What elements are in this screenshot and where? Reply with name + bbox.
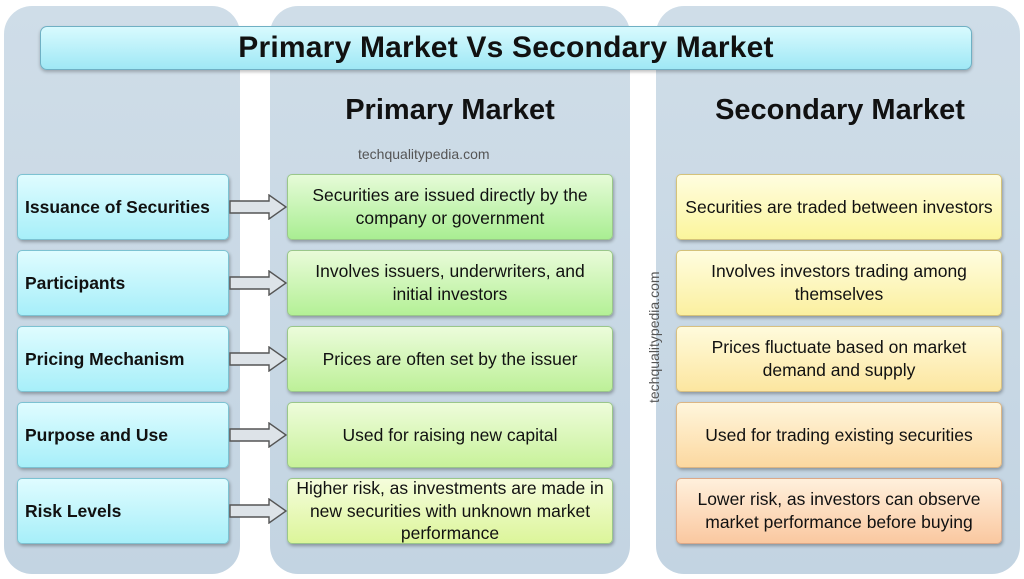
arrow-right-icon	[229, 346, 287, 372]
primary-participants: Involves issuers, underwriters, and init…	[287, 250, 613, 316]
label-issuance-of-securities: Issuance of Securities	[17, 174, 229, 240]
primary-risk-levels: Higher risk, as investments are made in …	[287, 478, 613, 544]
primary-purpose-and-use: Used for raising new capital	[287, 402, 613, 468]
primary-market-heading: Primary Market	[345, 94, 555, 126]
watermark-vertical: techqualitypedia.com	[646, 271, 662, 403]
arrow-right-icon	[229, 270, 287, 296]
secondary-purpose-and-use: Used for trading existing securities	[676, 402, 1002, 468]
secondary-risk-levels: Lower risk, as investors can observe mar…	[676, 478, 1002, 544]
label-risk-levels: Risk Levels	[17, 478, 229, 544]
arrow-right-icon	[229, 498, 287, 524]
arrow-right-icon	[229, 194, 287, 220]
arrow-right-icon	[229, 422, 287, 448]
diagram-title: Primary Market Vs Secondary Market	[40, 26, 972, 70]
secondary-pricing-mechanism: Prices fluctuate based on market demand …	[676, 326, 1002, 392]
label-pricing-mechanism: Pricing Mechanism	[17, 326, 229, 392]
primary-pricing-mechanism: Prices are often set by the issuer	[287, 326, 613, 392]
label-participants: Participants	[17, 250, 229, 316]
label-purpose-and-use: Purpose and Use	[17, 402, 229, 468]
secondary-issuance-of-securities: Securities are traded between investors	[676, 174, 1002, 240]
watermark-top: techqualitypedia.com	[358, 146, 490, 162]
secondary-participants: Involves investors trading among themsel…	[676, 250, 1002, 316]
secondary-market-heading: Secondary Market	[715, 94, 965, 126]
primary-issuance-of-securities: Securities are issued directly by the co…	[287, 174, 613, 240]
